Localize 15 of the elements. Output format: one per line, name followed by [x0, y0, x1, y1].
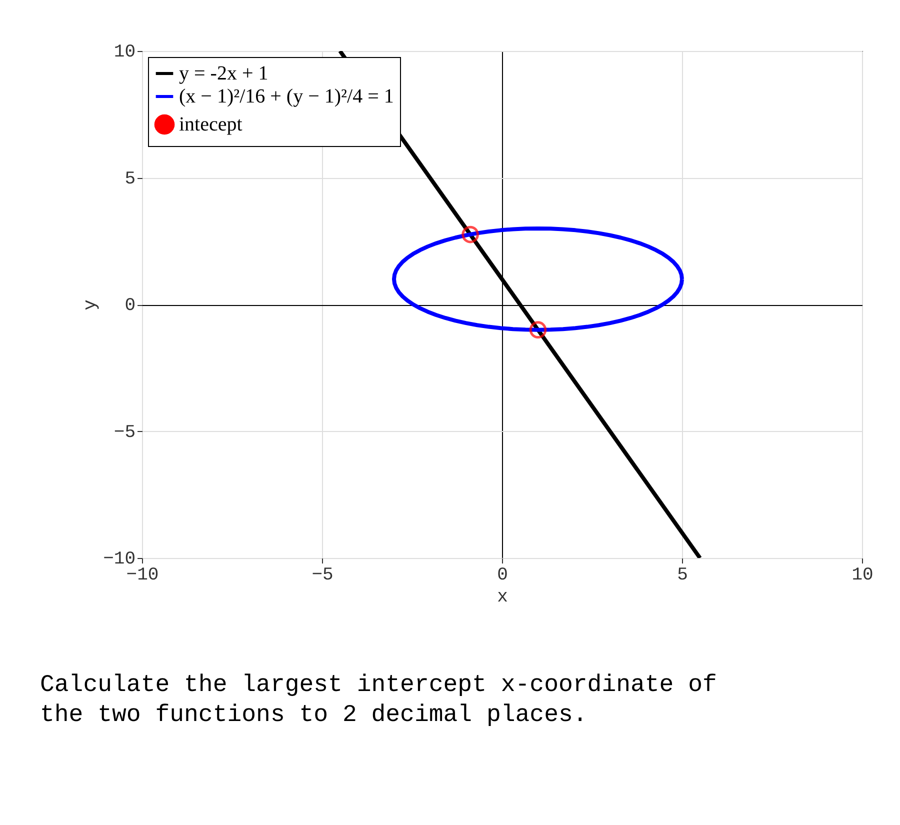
y-tick-label: −5 [114, 422, 136, 443]
legend-label: intecept [179, 114, 243, 136]
x-axis-title: x [497, 588, 508, 608]
x-tick-label: −5 [312, 566, 334, 586]
legend-label: (x − 1)²/16 + (y − 1)²/4 = 1 [179, 86, 394, 108]
y-tick-label: 10 [114, 42, 136, 62]
legend-label: y = -2x + 1 [179, 62, 268, 84]
x-tick-label: 5 [677, 566, 688, 586]
y-tick-label: −10 [103, 550, 136, 570]
y-axis-title: y [81, 299, 102, 310]
y-tick-label: 5 [124, 169, 136, 190]
x-tick-label: 0 [497, 566, 508, 586]
text: Calculate the largest intercept x-coordinate of the two functions to 2 decimal places. [40, 671, 718, 731]
x-tick-label: 10 [852, 566, 874, 586]
y-tick-label: 0 [124, 296, 136, 316]
